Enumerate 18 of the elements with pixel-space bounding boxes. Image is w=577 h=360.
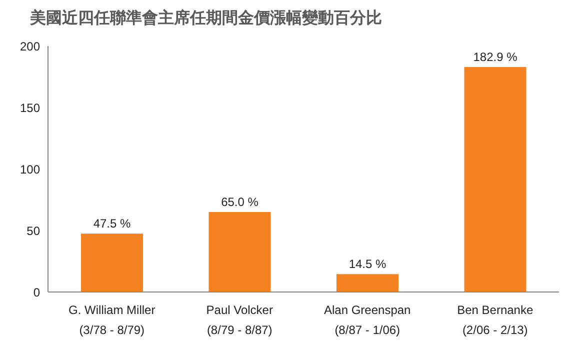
x-tick-label: Ben Bernanke (2/06 - 2/13) [457,303,534,337]
bar [464,67,526,292]
y-tick-label: 200 [20,39,40,54]
data-label: 47.5 % [93,216,132,231]
y-tick-label: 0 [33,285,40,300]
x-tick-label: Paul Volcker (8/79 - 8/87) [206,303,273,337]
bar [81,234,143,292]
x-tick-label: G. William Miller (3/78 - 8/79) [68,303,156,337]
data-label: 65.0 % [221,195,259,210]
bar [208,212,271,292]
chart-title: 美國近四任聯準會主席任期間金價漲幅變動百分比 [28,8,383,29]
x-tick-label: Alan Greenspan (8/87 - 1/06) [324,303,411,337]
bar [336,274,398,292]
y-tick-label: 100 [20,162,40,176]
data-label: 182.9 % [473,50,518,64]
y-tick-label: 50 [26,224,40,238]
data-label: 14.5 % [348,257,387,272]
y-tick-label: 150 [20,100,40,115]
